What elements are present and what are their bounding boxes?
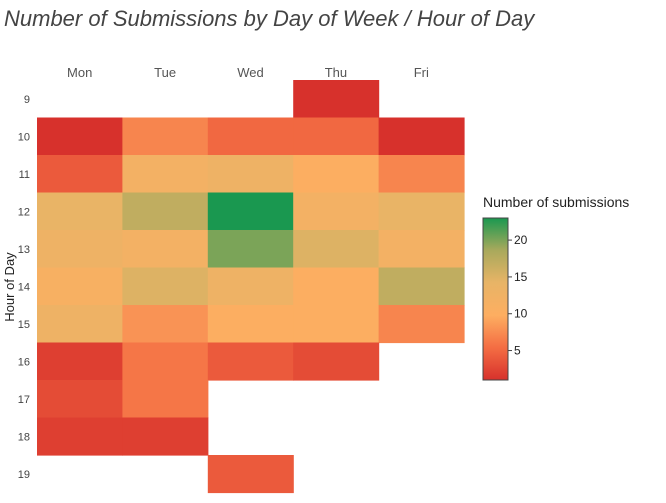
heatmap-cell-mon-17: [37, 380, 123, 419]
heatmap-cell-thu-14: [293, 267, 380, 306]
col-tick-mon: Mon: [67, 65, 92, 80]
colorbar-tick-label-15: 15: [514, 270, 528, 284]
heatmap-cell-fri-15: [378, 305, 465, 344]
colorbar-tick-label-10: 10: [514, 307, 528, 321]
heatmap-cells: [37, 80, 465, 494]
row-tick-19: 19: [18, 469, 30, 481]
row-tick-16: 16: [18, 356, 30, 368]
row-tick-labels: 9 10 11 12 13 14 15 16 17 18 19: [18, 94, 30, 481]
heatmap-cell-mon-12: [37, 192, 123, 231]
heatmap-cell-thu-16: [293, 342, 380, 381]
row-tick-17: 17: [18, 394, 30, 406]
heatmap-cell-tue-10: [122, 117, 209, 156]
row-tick-11: 11: [19, 169, 30, 181]
heatmap-cell-fri-10: [378, 117, 465, 156]
heatmap-cell-wed-16: [207, 342, 294, 381]
heatmap-cell-wed-11: [207, 155, 294, 194]
heatmap-cell-tue-16: [122, 342, 209, 381]
heatmap-cell-wed-12: [207, 192, 294, 231]
heatmap-cell-mon-10: [37, 117, 123, 156]
heatmap-cell-thu-11: [293, 155, 380, 194]
heatmap-cell-tue-11: [122, 155, 209, 194]
heatmap-cell-thu-9: [293, 80, 380, 119]
colorbar-tick-label-20: 20: [514, 233, 528, 247]
col-tick-wed: Wed: [237, 65, 264, 80]
colorbar-title: Number of submissions: [483, 194, 629, 210]
heatmap-cell-wed-10: [207, 117, 294, 156]
colorbar-gradient: [482, 217, 509, 381]
heatmap-cell-thu-13: [293, 230, 380, 269]
heatmap-cell-fri-14: [378, 267, 465, 306]
row-tick-9: 9: [24, 94, 30, 106]
colorbar: Number of submissions 5 10 15 20: [482, 194, 629, 381]
heatmap-cell-thu-15: [293, 305, 380, 344]
heatmap-cell-fri-11: [378, 155, 465, 194]
heatmap-cell-tue-15: [122, 305, 209, 344]
y-axis-label: Hour of Day: [2, 252, 17, 322]
row-tick-14: 14: [18, 281, 30, 293]
heatmap-cell-tue-13: [122, 230, 209, 269]
heatmap-cell-fri-12: [378, 192, 465, 231]
chart-title: Number of Submissions by Day of Week / H…: [4, 6, 536, 31]
heatmap-cell-fri-13: [378, 230, 465, 269]
heatmap-cell-mon-15: [37, 305, 123, 344]
heatmap-cell-thu-12: [293, 192, 380, 231]
row-tick-18: 18: [18, 431, 30, 443]
heatmap-cell-mon-16: [37, 342, 123, 381]
heatmap-cell-wed-19: [207, 455, 294, 494]
colorbar-ticks: 5 10 15 20: [508, 233, 528, 358]
heatmap-cell-wed-15: [207, 305, 294, 344]
heatmap-cell-mon-14: [37, 267, 123, 306]
heatmap-cell-tue-18: [122, 417, 209, 456]
heatmap-cell-wed-14: [207, 267, 294, 306]
heatmap-cell-thu-10: [293, 117, 380, 156]
colorbar-tick-label-5: 5: [514, 344, 521, 358]
heatmap-cell-mon-11: [37, 155, 123, 194]
heatmap-cell-wed-13: [207, 230, 294, 269]
row-tick-12: 12: [18, 206, 30, 218]
heatmap-cell-mon-13: [37, 230, 123, 269]
heatmap-cell-tue-17: [122, 380, 209, 419]
row-tick-10: 10: [18, 131, 30, 143]
heatmap-cell-mon-18: [37, 417, 123, 456]
column-tick-labels: Mon Tue Wed Thu Fri: [67, 65, 429, 80]
col-tick-thu: Thu: [325, 65, 347, 80]
row-tick-13: 13: [18, 244, 30, 256]
heatmap-cell-tue-14: [122, 267, 209, 306]
heatmap-cell-tue-12: [122, 192, 209, 231]
row-tick-15: 15: [18, 319, 30, 331]
col-tick-fri: Fri: [414, 65, 429, 80]
col-tick-tue: Tue: [154, 65, 176, 80]
